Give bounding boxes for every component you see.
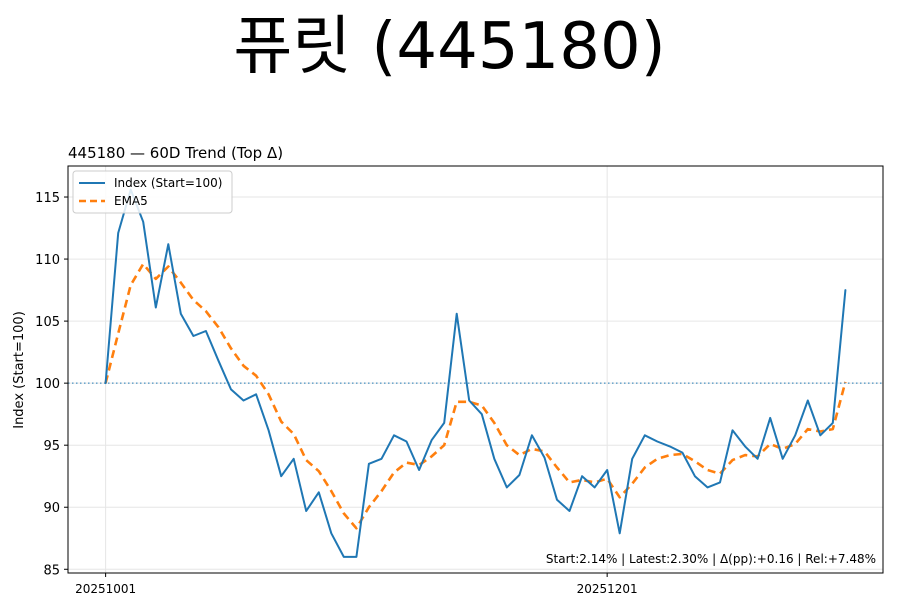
- series-line-index: [104, 188, 847, 558]
- plot-area-frame: [67, 165, 884, 574]
- legend-label-index: Index (Start=100): [114, 176, 223, 190]
- y-axis: 85 90 95 100 105 110 115: [35, 191, 68, 578]
- chart-title: 445180 — 60D Trend (Top Δ): [68, 144, 283, 162]
- legend-label-ema5: EMA5: [114, 194, 148, 208]
- y-tick-label: 90: [43, 501, 60, 516]
- legend: Index (Start=100) EMA5: [72, 170, 233, 214]
- x-tick-label: 20251001: [75, 582, 136, 596]
- y-tick-label: 115: [35, 191, 60, 206]
- grid: [68, 166, 883, 573]
- x-axis: 20251001 20251201: [75, 573, 638, 596]
- series-group: [104, 188, 847, 558]
- y-tick-label: 100: [35, 377, 60, 392]
- stats-annotation: Start:2.14% | Latest:2.30% | Δ(pp):+0.16…: [546, 552, 876, 566]
- legend-box: [72, 170, 233, 214]
- y-tick-label: 105: [35, 315, 60, 330]
- y-tick-label: 95: [43, 439, 60, 454]
- x-tick-label: 20251201: [577, 582, 638, 596]
- y-axis-label: Index (Start=100): [12, 311, 27, 429]
- series-line-ema5: [104, 262, 847, 530]
- y-tick-label: 110: [35, 253, 60, 268]
- y-tick-label: 85: [43, 563, 60, 578]
- page-title: 퓨릿 (445180): [233, 10, 666, 84]
